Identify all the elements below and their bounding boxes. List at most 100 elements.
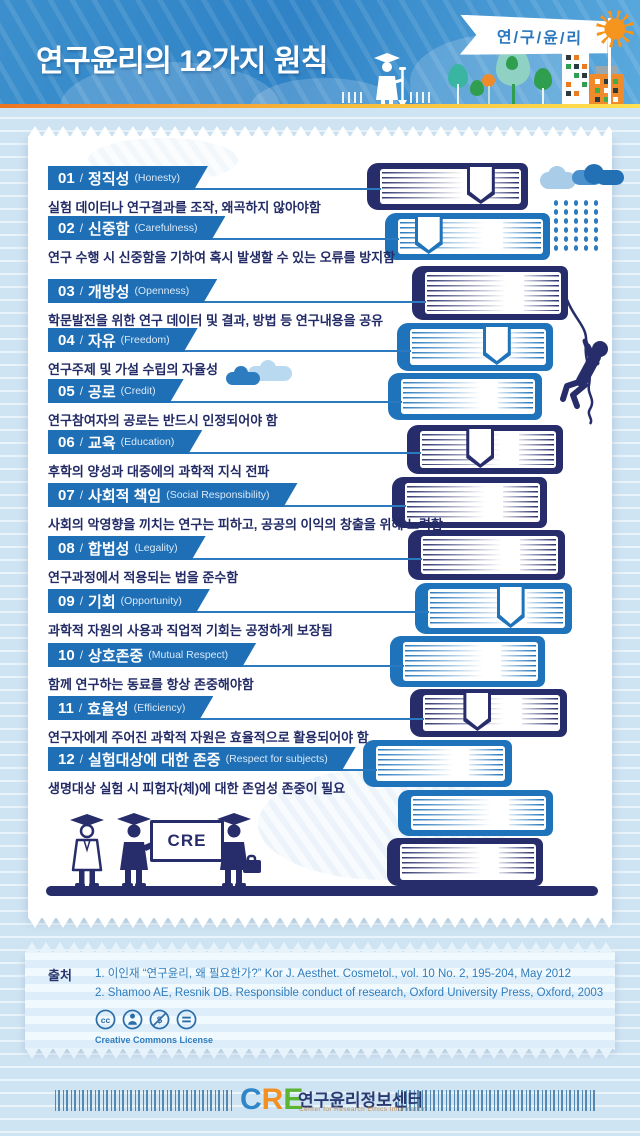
book-illustration (367, 163, 528, 210)
book-illustration (398, 790, 553, 836)
source-reference: 1. 이인재 “연구윤리, 왜 필요한가?” Kor J. Aesthet. C… (95, 968, 571, 980)
graduate-gardener-illustration (374, 53, 407, 108)
tree-trunk (542, 88, 544, 106)
item-ribbon: 01/정직성 (Honesty) (48, 166, 208, 190)
principle-item-08: 08/합법성 (Legality) 연구과정에서 적용되는 법을 준수함 (48, 536, 422, 586)
tree-trunk (457, 84, 459, 106)
principle-item-06: 06/교육 (Education) 후학의 양성과 대중에의 과학적 지식 전파 (48, 430, 421, 480)
rope-climber-illustration (560, 291, 608, 425)
principle-item-12: 12/실험대상에 대한 존중 (Respect for subjects) 생명대… (48, 747, 377, 797)
item-description: 실험 데이터나 연구결과를 조작, 왜곡하지 않아야함 (48, 200, 321, 215)
connector-line (50, 238, 399, 240)
building-illustration (562, 50, 589, 105)
cc-license-icon: cc (95, 1009, 116, 1030)
book-illustration (412, 266, 568, 320)
ground-line (46, 886, 598, 896)
item-ribbon: 07/사회적 책임 (Social Responsibility) (48, 483, 298, 507)
item-description: 함께 연구하는 동료를 항상 존중해야함 (48, 677, 254, 692)
item-ribbon: 09/기회 (Opportunity) (48, 589, 210, 613)
book-illustration (390, 636, 545, 687)
connector-line (50, 401, 402, 403)
cc-license-label: Creative Commons License (95, 1035, 214, 1045)
connector-line (50, 718, 424, 720)
grass-icon (342, 92, 366, 103)
sun-icon (596, 10, 634, 48)
no-derivatives-icon (176, 1009, 197, 1030)
item-ribbon: 02/신중함 (Carefulness) (48, 216, 225, 240)
book-illustration (407, 425, 563, 474)
org-name-english: Center for Research Ethics Information (299, 1106, 427, 1113)
zigzag-edge-bottom (28, 917, 612, 928)
principle-item-07: 07/사회적 책임 (Social Responsibility) 사회의 악영향… (48, 483, 443, 533)
principle-item-10: 10/상호존중 (Mutual Respect) 함께 연구하는 동료를 항상 존… (48, 643, 404, 693)
main-paper: 01/정직성 (Honesty) 실험 데이터나 연구결과를 조작, 왜곡하지 않… (28, 126, 624, 928)
item-description: 후학의 양성과 대중에의 과학적 지식 전파 (48, 464, 270, 479)
item-ribbon: 06/교육 (Education) (48, 430, 202, 454)
flag-pole (608, 18, 611, 106)
item-description: 연구과정에서 적용되는 법을 준수함 (48, 570, 239, 585)
item-description: 과학적 자원의 사용과 직업적 기회는 공정하게 보장됨 (48, 623, 333, 638)
item-ribbon: 03/개방성 (Openness) (48, 279, 217, 303)
principle-item-09: 09/기회 (Opportunity) 과학적 자원의 사용과 직업적 기회는 공… (48, 589, 429, 639)
leaf-icon (506, 56, 518, 70)
item-ribbon: 12/실험대상에 대한 존중 (Respect for subjects) (48, 747, 356, 771)
building-windows (595, 79, 600, 84)
cre-logo: CRE (240, 1083, 304, 1116)
tree-icon (534, 68, 552, 90)
header-banner: 연구윤리의 12가지 원칙 연/구 (0, 0, 640, 108)
barcode-decoration-right (398, 1090, 598, 1111)
tree-icon (448, 64, 468, 88)
item-description: 사회의 악영향을 끼치는 연구는 피하고, 공공의 이익의 창출을 위해 노력함 (48, 517, 443, 532)
flower-stem (488, 86, 490, 106)
connector-line (50, 452, 421, 454)
book-illustration (363, 740, 512, 787)
sources-panel: 출처 1. 이인재 “연구윤리, 왜 필요한가?” Kor J. Aesthet… (25, 942, 615, 1059)
item-ribbon: 04/자유 (Freedom) (48, 328, 198, 352)
small-clouds-icon (226, 360, 316, 392)
cre-board-label: CRE (167, 831, 207, 850)
building-windows (566, 55, 571, 60)
book-illustration (388, 373, 542, 420)
item-ribbon: 05/공로 (Credit) (48, 379, 184, 403)
item-ribbon: 11/효율성 (Efficiency) (48, 696, 213, 720)
connector-line (50, 188, 381, 190)
flower-icon (482, 74, 495, 87)
principle-item-02: 02/신중함 (Carefulness) 연구 수행 시 신중함을 기하여 혹시 … (48, 216, 399, 266)
item-description: 연구 수행 시 신중함을 기하여 혹시 발생할 수 있는 오류를 방지함 (48, 250, 396, 265)
tree-trunk (512, 84, 515, 106)
book-illustration (385, 213, 550, 260)
item-description: 연구자에게 주어진 과학적 자원은 효율적으로 활용되어야 함 (48, 730, 369, 745)
org-name-korean: 연구윤리정보센터 (298, 1091, 424, 1110)
research-ethics-flag: 연/구/윤/리 (460, 15, 609, 58)
connector-line (50, 301, 426, 303)
item-ribbon: 10/상호존중 (Mutual Respect) (48, 643, 256, 667)
connector-line (50, 611, 429, 613)
book-illustration (410, 689, 567, 737)
header-accent-bar (0, 104, 640, 108)
creative-commons-icons: cc $ (95, 1009, 197, 1030)
cre-board: CRE (150, 820, 224, 862)
item-description: 생명대상 실험 시 피험자(체)에 대한 존엄성 존중이 필요 (48, 781, 346, 796)
sources-label: 출처 (48, 968, 72, 983)
item-description: 학문발전을 위한 연구 데이터 및 결과, 방법 등 연구내용을 공유 (48, 313, 384, 328)
principle-item-03: 03/개방성 (Openness) 학문발전을 위한 연구 데이터 및 결과, 방… (48, 279, 426, 329)
rain-cloud-icon (540, 164, 640, 196)
svg-text:cc: cc (101, 1015, 111, 1025)
flag-label: 연/구/윤/리 (496, 29, 584, 48)
attribution-icon (122, 1009, 143, 1030)
principle-item-05: 05/공로 (Credit) 연구참여자의 공로는 반드시 인정되어야 함 (48, 379, 402, 429)
zigzag-edge-bottom (25, 1048, 615, 1059)
principle-item-04: 04/자유 (Freedom) 연구주제 및 가설 수립의 자율성 (48, 328, 411, 378)
item-description: 연구주제 및 가설 수립의 자율성 (48, 362, 218, 377)
connector-line (50, 350, 411, 352)
non-commercial-icon: $ (149, 1009, 170, 1030)
page-title: 연구윤리의 12가지 원칙 (36, 45, 328, 78)
book-illustration (415, 583, 572, 634)
item-description: 연구참여자의 공로는 반드시 인정되어야 함 (48, 413, 278, 428)
graduates-illustration (70, 813, 261, 887)
barcode-decoration-left (55, 1090, 233, 1111)
book-illustration (408, 530, 565, 580)
source-reference: 2. Shamoo AE, Resnik DB. Responsible con… (95, 987, 604, 999)
connector-line (50, 558, 422, 560)
